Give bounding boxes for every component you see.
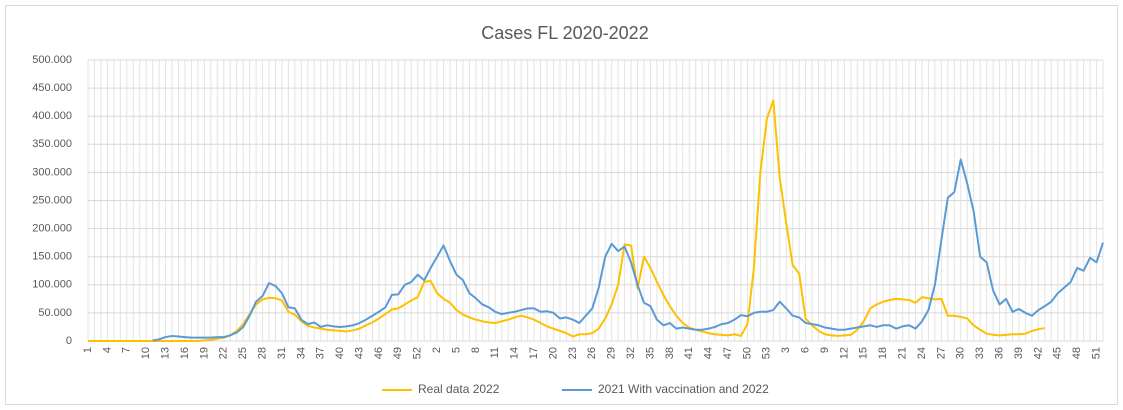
y-tick-label: 200.000 (32, 223, 72, 235)
x-tick-label: 29 (606, 347, 618, 359)
x-tick-label: 2 (431, 347, 443, 353)
x-tick-label: 49 (392, 347, 404, 359)
x-tick-label: 50 (741, 347, 753, 359)
y-tick-label: 250.000 (32, 194, 72, 206)
x-tick-label: 47 (722, 347, 734, 359)
x-tick-label: 40 (334, 347, 346, 359)
y-tick-label: 350.000 (32, 138, 72, 150)
x-tick-label: 53 (761, 347, 773, 359)
x-tick-label: 28 (256, 347, 268, 359)
x-tick-label: 23 (567, 347, 579, 359)
x-tick-label: 20 (547, 347, 559, 359)
x-tick-label: 27 (935, 347, 947, 359)
x-tick-label: 19 (198, 347, 210, 359)
x-tick-label: 38 (664, 347, 676, 359)
x-tick-label: 17 (528, 347, 540, 359)
x-tick-label: 6 (800, 347, 812, 353)
x-tick-label: 51 (1090, 347, 1102, 359)
x-tick-label: 16 (179, 347, 191, 359)
x-tick-label: 37 (315, 347, 327, 359)
y-tick-label: 500.000 (32, 54, 72, 66)
x-tick-label: 35 (644, 347, 656, 359)
x-tick-label: 33 (974, 347, 986, 359)
x-tick-label: 5 (450, 347, 462, 353)
x-tick-label: 13 (159, 347, 171, 359)
series-line (88, 99, 1045, 342)
series-line (152, 158, 1104, 342)
x-tick-label: 36 (993, 347, 1005, 359)
x-tick-label: 10 (140, 347, 152, 359)
x-tick-label: 31 (276, 347, 288, 359)
legend-label: Real data 2022 (418, 382, 500, 396)
x-tick-label: 45 (1052, 347, 1064, 359)
x-tick-label: 32 (625, 347, 637, 359)
y-tick-label: 300.000 (32, 166, 72, 178)
x-tick-label: 52 (412, 347, 424, 359)
y-tick-label: 100.000 (32, 279, 72, 291)
x-tick-label: 42 (1032, 347, 1044, 359)
y-tick-label: 150.000 (32, 251, 72, 263)
x-tick-label: 22 (218, 347, 230, 359)
x-tick-label: 44 (703, 347, 715, 359)
x-tick-label: 21 (896, 347, 908, 359)
x-tick-label: 1 (82, 347, 94, 353)
y-tick-label: 50.000 (38, 307, 72, 319)
x-tick-label: 14 (509, 347, 521, 359)
x-tick-label: 39 (1013, 347, 1025, 359)
y-tick-label: 450.000 (32, 82, 72, 94)
x-tick-label: 26 (586, 347, 598, 359)
chart-title: Cases FL 2020-2022 (481, 23, 648, 43)
x-tick-label: 34 (295, 347, 307, 359)
x-tick-label: 30 (955, 347, 967, 359)
x-tick-label: 24 (916, 347, 928, 359)
x-tick-label: 11 (489, 347, 501, 358)
x-tick-label: 7 (121, 347, 133, 353)
y-tick-label: 400.000 (32, 110, 72, 122)
x-tick-label: 3 (780, 347, 792, 353)
x-tick-label: 8 (470, 347, 482, 353)
x-tick-label: 48 (1071, 347, 1083, 359)
x-tick-label: 25 (237, 347, 249, 359)
x-tick-label: 41 (683, 347, 695, 359)
x-tick-label: 15 (858, 347, 870, 359)
x-tick-label: 18 (877, 347, 889, 359)
x-tick-label: 9 (819, 347, 831, 353)
x-tick-label: 46 (373, 347, 385, 359)
y-tick-label: 0 (66, 335, 72, 347)
x-tick-label: 43 (353, 347, 365, 359)
x-tick-label: 4 (101, 347, 113, 353)
x-tick-label: 12 (838, 347, 850, 359)
legend-label: 2021 With vaccination and 2022 (598, 382, 769, 396)
